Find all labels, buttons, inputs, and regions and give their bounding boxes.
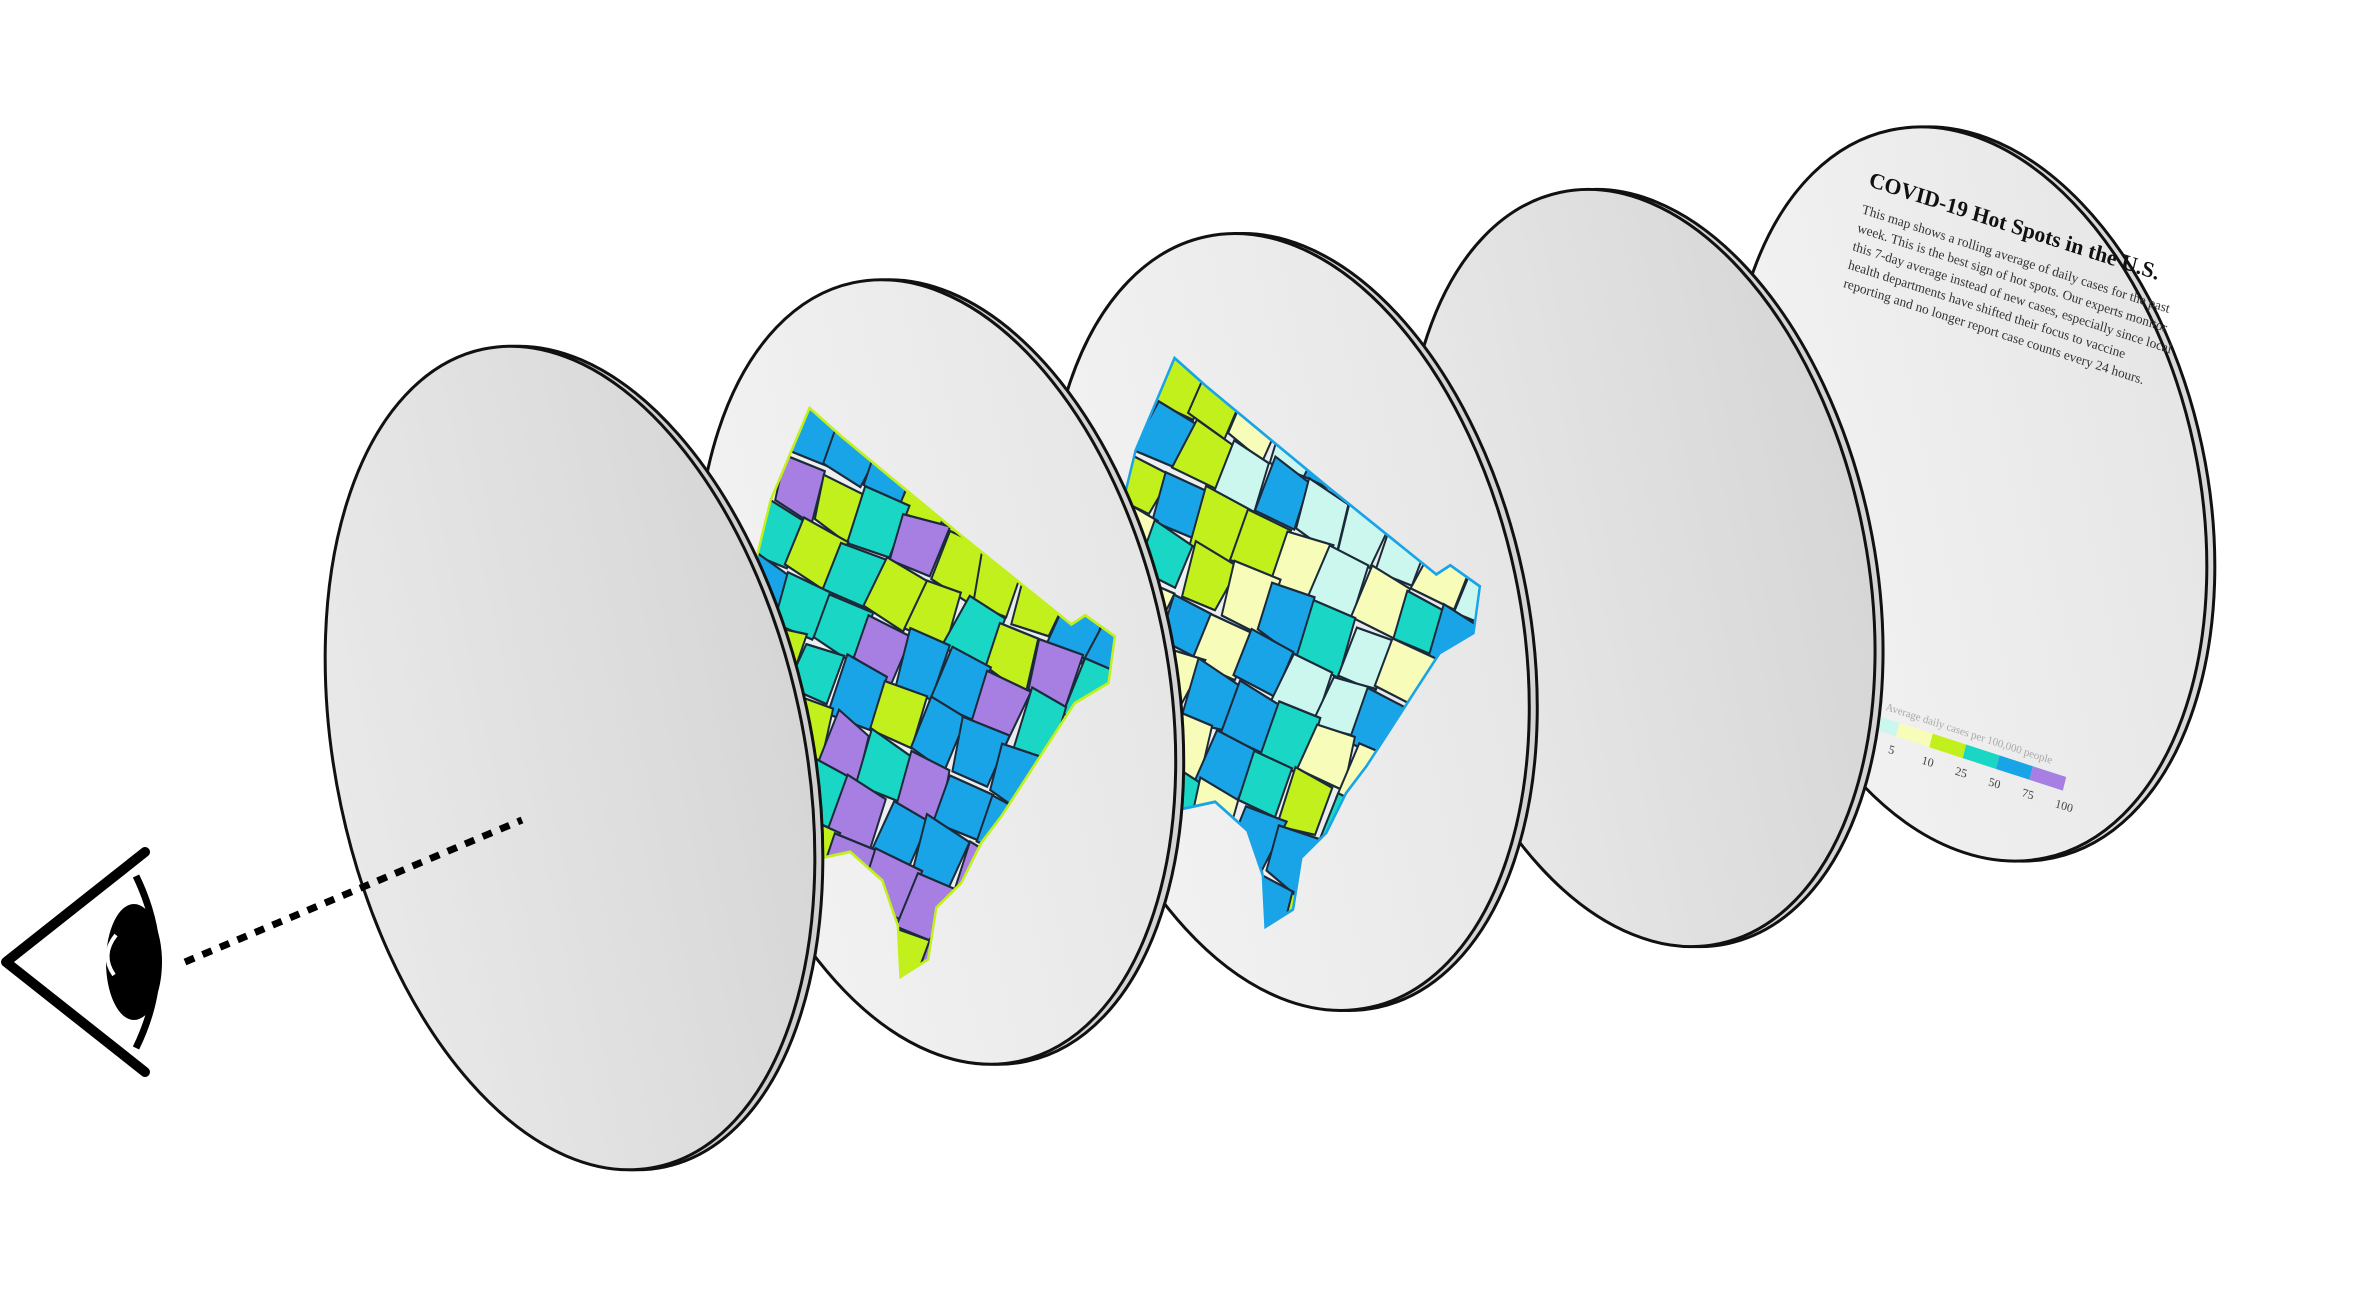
legend-tick-label: 50 [1987,775,2002,792]
state-shape [1180,539,1241,612]
legend-tick-label: 25 [1954,764,1969,781]
legend-ticks: 5 10 25 50 75 100 [1887,742,2074,815]
state-shape [1275,765,1334,837]
state-shape [951,715,1012,789]
line-of-sight [183,816,524,966]
legend-swatch [2029,766,2067,791]
legend-swatch [1929,733,1967,759]
legend-tick-label: 75 [2021,785,2036,802]
legend-swatch [1996,755,2033,780]
legend-tick-label: 10 [1920,753,1935,770]
legend-swatch [1962,744,2000,769]
legend-tick-label: 100 [2054,796,2075,815]
state-shape [888,512,952,578]
legend-swatch [1895,722,1933,748]
disc-front-lens [323,344,825,1172]
state-shape [1253,454,1311,532]
eye-icon [1,847,162,1077]
legend-tick-label: 5 [1887,742,1896,757]
